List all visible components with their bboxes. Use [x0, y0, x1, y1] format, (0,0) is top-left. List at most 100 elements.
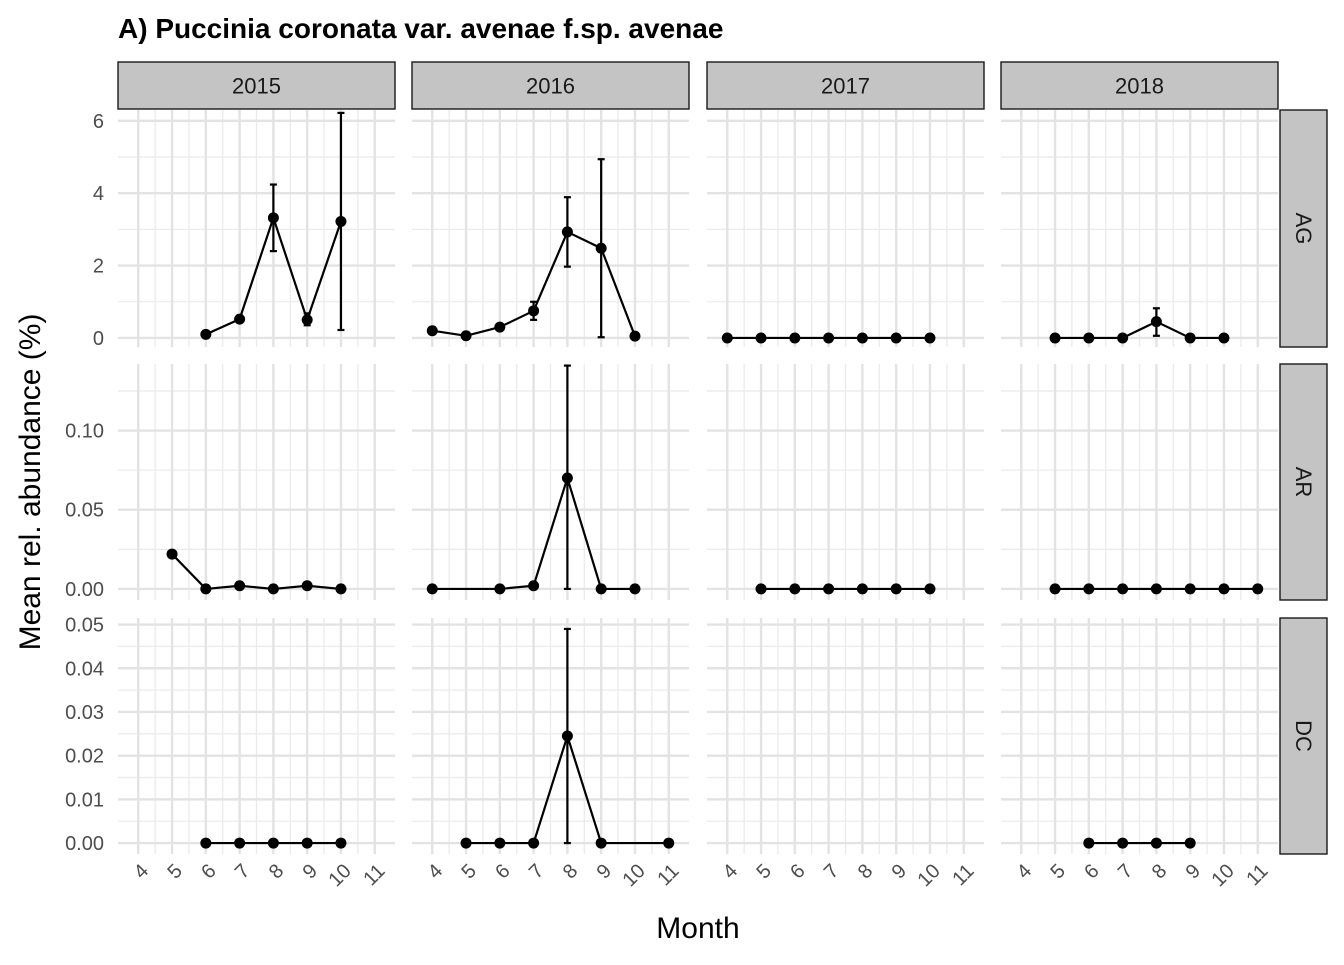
- data-point: [1117, 837, 1129, 849]
- column-strip-2018: 2018: [1000, 61, 1279, 110]
- x-tick-label: 8: [265, 860, 288, 883]
- panel-2017-ag: [707, 110, 984, 347]
- data-point: [561, 472, 573, 484]
- data-point: [890, 332, 902, 344]
- y-tick-label-ag: 6: [93, 111, 104, 133]
- row-strip-ar: AR: [1279, 363, 1328, 601]
- row-strip-dc: DC: [1279, 617, 1328, 855]
- x-tick-label: 6: [786, 860, 809, 883]
- x-tick-label: 10: [914, 860, 945, 891]
- data-point: [755, 583, 767, 595]
- column-strip-2015: 2015: [117, 61, 396, 110]
- data-point: [426, 583, 438, 595]
- panel-2016-ar: [412, 364, 689, 600]
- x-tick-label: 9: [299, 860, 322, 883]
- data-point: [595, 583, 607, 595]
- y-tick-label-ag: 4: [93, 183, 104, 205]
- x-tick-label: 9: [1182, 860, 1205, 883]
- data-point: [1184, 583, 1196, 595]
- series-line: [432, 474, 635, 591]
- data-point: [166, 548, 178, 560]
- column-strip-label: 2018: [1115, 74, 1164, 99]
- x-tick-label: 6: [197, 860, 220, 883]
- row-strip-label: AG: [1291, 213, 1316, 245]
- series-2016-ag: [426, 158, 641, 342]
- data-point: [629, 583, 641, 595]
- data-point: [234, 580, 246, 592]
- data-point: [595, 242, 607, 254]
- data-point: [200, 583, 212, 595]
- x-tick-label: 7: [820, 860, 843, 883]
- plot-layer: 0 2 4 6 AG 0.00 0.05 0.10 AR 0.00 0.01 0.02 0.03 0.04…: [65, 61, 1328, 891]
- series-2017-ar: [755, 583, 936, 595]
- x-tick-label: 4: [1013, 860, 1036, 883]
- data-point: [561, 730, 573, 742]
- data-point: [234, 837, 246, 849]
- data-point: [1083, 837, 1095, 849]
- y-tick-label-dc: 0.01: [65, 789, 104, 811]
- panel-2015-dc: [118, 618, 395, 854]
- data-point: [663, 837, 675, 849]
- y-tick-label-ag: 2: [93, 256, 104, 278]
- data-point: [301, 314, 313, 326]
- x-tick-label: 5: [163, 860, 186, 883]
- x-tick-label: 5: [752, 860, 775, 883]
- panel-2018-dc: [1001, 618, 1278, 854]
- series-2018-dc: [1083, 837, 1196, 849]
- column-strip-label: 2017: [821, 74, 870, 99]
- series-2017-ag: [721, 332, 936, 344]
- column-strip-bg: [1000, 61, 1279, 110]
- data-point: [267, 212, 279, 224]
- panel-2018-ar: [1001, 364, 1278, 600]
- data-point: [823, 332, 835, 344]
- chart-title: A) Puccinia coronata var. avenae f.sp. a…: [118, 13, 723, 44]
- column-strip-2016: 2016: [411, 61, 690, 110]
- data-point: [823, 583, 835, 595]
- panel-2015-ar: [118, 364, 395, 600]
- x-tick-label: 10: [1208, 860, 1239, 891]
- series-2016-dc: [460, 627, 675, 849]
- x-tick-label: 7: [231, 860, 254, 883]
- data-point: [528, 837, 540, 849]
- series-2018-ar: [1049, 583, 1264, 595]
- data-point: [1252, 583, 1264, 595]
- data-point: [1218, 583, 1230, 595]
- row-strip-bg: [1279, 617, 1328, 855]
- x-tick-label: 8: [559, 860, 582, 883]
- y-tick-label-dc: 0.00: [65, 833, 104, 855]
- x-tick-label: 9: [888, 860, 911, 883]
- y-tick-label-dc: 0.05: [65, 615, 104, 637]
- data-point: [789, 583, 801, 595]
- data-point: [1150, 583, 1162, 595]
- x-tick-label: 6: [491, 860, 514, 883]
- y-tick-label-ar: 0.00: [65, 579, 104, 601]
- x-tick-label: 11: [1242, 860, 1272, 890]
- data-point: [301, 580, 313, 592]
- column-strip-2017: 2017: [706, 61, 985, 110]
- y-tick-label-dc: 0.04: [65, 658, 104, 680]
- x-tick-label: 11: [948, 860, 978, 890]
- x-axis-title: Month: [656, 912, 739, 945]
- x-tick-label: 8: [1148, 860, 1171, 883]
- data-point: [789, 332, 801, 344]
- series-2015-dc: [200, 837, 347, 849]
- y-tick-label-ag: 0: [93, 328, 104, 350]
- data-point: [335, 583, 347, 595]
- x-tick-label: 4: [424, 860, 447, 883]
- row-strip-label: AR: [1291, 467, 1316, 498]
- y-tick-label-ar: 0.05: [65, 500, 104, 522]
- data-point: [528, 305, 540, 317]
- y-axis-title: Mean rel. abundance (%): [14, 314, 47, 651]
- data-point: [494, 837, 506, 849]
- data-point: [856, 583, 868, 595]
- data-point: [721, 332, 733, 344]
- data-point: [1083, 332, 1095, 344]
- data-point: [1184, 837, 1196, 849]
- data-point: [890, 583, 902, 595]
- data-point: [1150, 316, 1162, 328]
- data-point: [460, 837, 472, 849]
- x-tick-label: 4: [130, 860, 153, 883]
- data-point: [267, 583, 279, 595]
- series-2016-ar: [426, 364, 641, 595]
- data-point: [335, 837, 347, 849]
